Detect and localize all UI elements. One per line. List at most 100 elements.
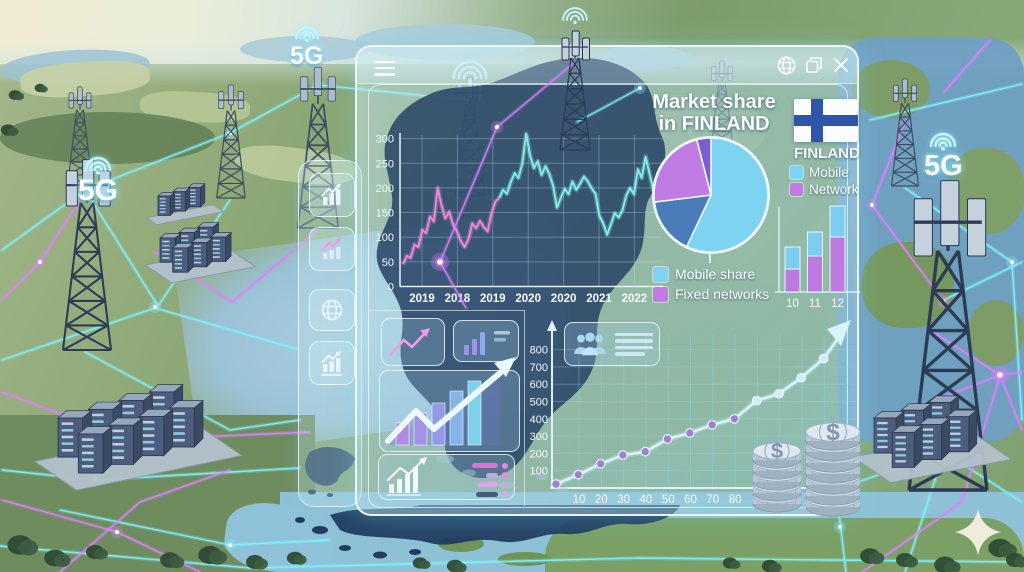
rect-shape bbox=[190, 192, 196, 195]
panel-title: Market share in FINLAND bbox=[650, 91, 778, 135]
legend-swatch bbox=[653, 286, 668, 302]
window-titlebar bbox=[357, 47, 857, 84]
mini-bars-card[interactable] bbox=[453, 320, 519, 362]
rect-shape bbox=[449, 390, 464, 446]
rect-shape bbox=[329, 361, 334, 372]
rect-shape bbox=[98, 170, 111, 207]
sidebar-item-growth-report[interactable] bbox=[309, 341, 355, 385]
text-shape: 2019 bbox=[409, 293, 435, 305]
text-shape: 50 bbox=[662, 494, 675, 506]
text-shape: 800 bbox=[530, 345, 548, 357]
rect-shape bbox=[174, 250, 183, 253]
rect-shape bbox=[784, 268, 801, 293]
rect-shape bbox=[895, 454, 906, 457]
rect-shape bbox=[190, 196, 196, 198]
rect-shape bbox=[162, 244, 170, 247]
circle-shape bbox=[818, 353, 829, 364]
landscape-lake bbox=[240, 36, 370, 62]
legend-row bbox=[442, 472, 508, 478]
rect-shape bbox=[122, 411, 135, 415]
polyline-shape bbox=[1, 191, 86, 301]
sidebar-item-growth-chart-pink[interactable] bbox=[309, 227, 355, 271]
sidebar-item-globe[interactable] bbox=[309, 289, 355, 331]
path-shape bbox=[190, 237, 214, 243]
path-shape bbox=[212, 221, 219, 253]
rect-shape bbox=[190, 189, 196, 191]
circle-shape bbox=[227, 130, 233, 136]
path-shape bbox=[389, 330, 428, 356]
path-shape bbox=[159, 233, 182, 239]
text-shape: 60 bbox=[684, 494, 697, 506]
trend-arrow-pink-icon bbox=[389, 328, 430, 356]
text-shape: 100 bbox=[376, 232, 394, 244]
legend-swatch bbox=[790, 183, 803, 196]
finland-flag bbox=[794, 99, 858, 142]
circle-shape bbox=[577, 334, 585, 343]
legend-item: Fixed networks bbox=[653, 284, 769, 304]
hamburger-menu-icon[interactable] bbox=[374, 57, 396, 79]
circle-shape bbox=[152, 304, 158, 310]
g-shape bbox=[145, 183, 226, 226]
circle-shape bbox=[729, 413, 740, 424]
circle-shape bbox=[640, 446, 651, 457]
rect-shape bbox=[329, 250, 334, 259]
legend-label: Mobile share bbox=[675, 266, 756, 282]
legend-label: Mobile bbox=[809, 165, 849, 180]
close-icon[interactable] bbox=[831, 55, 851, 75]
g-shape bbox=[61, 159, 113, 352]
text-shape: 10 bbox=[573, 494, 586, 506]
restore-window-icon[interactable] bbox=[804, 55, 824, 75]
landscape-island bbox=[852, 60, 930, 118]
text-shape: 11 bbox=[809, 298, 821, 310]
stats-summary-card bbox=[378, 454, 515, 500]
mini-bar-trend-icon bbox=[387, 457, 427, 496]
stacked-bar-chart: 10 11 12 bbox=[775, 205, 860, 310]
path-shape bbox=[547, 320, 557, 331]
rect-shape bbox=[212, 243, 220, 246]
polyline-shape bbox=[857, 451, 945, 483]
circle-shape bbox=[224, 127, 236, 139]
text-shape: 20 bbox=[595, 494, 608, 506]
rect-shape bbox=[336, 189, 341, 205]
mini-trend-card[interactable] bbox=[381, 318, 445, 366]
path-shape bbox=[171, 243, 195, 249]
rect-shape bbox=[181, 251, 189, 254]
globe-icon[interactable] bbox=[776, 55, 797, 76]
market-share-pie-chart bbox=[652, 136, 770, 254]
legend-swatch bbox=[653, 266, 668, 282]
text-shape: 2021 bbox=[586, 293, 612, 305]
rect-shape bbox=[159, 204, 166, 207]
circle-shape bbox=[684, 428, 695, 438]
rect-shape bbox=[336, 358, 341, 372]
rect-shape bbox=[323, 253, 328, 259]
circle-shape bbox=[777, 56, 796, 75]
rect-shape bbox=[159, 208, 166, 210]
rect-shape bbox=[323, 364, 328, 372]
path-shape bbox=[420, 328, 430, 337]
path-shape bbox=[335, 238, 341, 244]
rect-shape bbox=[162, 257, 170, 259]
traffic-line-chart: 0 50 100 150 200 250 300 2019 2018 2019 2020 2020 20… bbox=[376, 131, 663, 305]
path-shape bbox=[778, 61, 795, 70]
rect-shape bbox=[174, 203, 181, 206]
circle-shape bbox=[774, 388, 784, 399]
rect-shape bbox=[212, 248, 220, 250]
circle-shape bbox=[652, 136, 770, 254]
rect-shape bbox=[323, 197, 328, 205]
circle-shape bbox=[96, 170, 101, 175]
text-shape: 300 bbox=[376, 134, 394, 146]
path-shape bbox=[148, 384, 184, 393]
rect-shape bbox=[389, 484, 394, 493]
text-shape: 600 bbox=[530, 379, 548, 391]
panel-title-line2: in FINLAND bbox=[658, 113, 770, 135]
rect-shape bbox=[181, 235, 189, 237]
circle-shape bbox=[662, 434, 673, 444]
path-shape bbox=[419, 457, 427, 465]
rect-shape bbox=[193, 249, 201, 251]
legend-row bbox=[442, 462, 508, 469]
text-shape: 200 bbox=[530, 448, 548, 460]
rect-shape bbox=[152, 396, 165, 399]
sidebar-item-growth-chart[interactable] bbox=[309, 173, 355, 217]
path-shape bbox=[323, 305, 341, 315]
